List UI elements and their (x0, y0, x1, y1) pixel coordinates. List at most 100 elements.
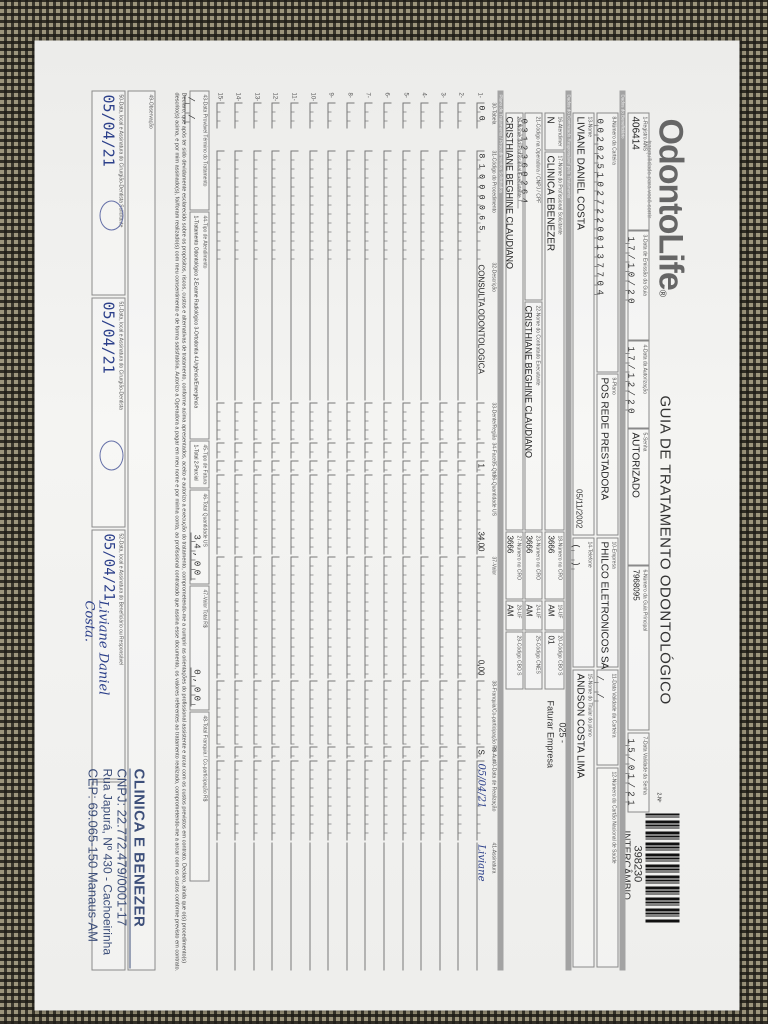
cell-assinatura (420, 842, 429, 971)
cell-us (253, 474, 262, 555)
stamp-cep: CEP: 69.065-150 Manaus-AM (85, 768, 101, 942)
cell-aut (420, 746, 429, 759)
cell-us (383, 474, 392, 555)
label: 18-Número no CRO (556, 535, 563, 580)
label: 50-Data, local e Assinatura do Cirurgião… (117, 94, 124, 228)
cell-valor (383, 556, 392, 679)
cell-tabela (364, 102, 373, 129)
cell-dente (364, 402, 373, 441)
field-uf-executante: 28-UF AM (505, 600, 524, 631)
cell-franquia (327, 680, 336, 745)
cell-aut (327, 746, 336, 759)
cell-aut (346, 746, 355, 759)
billing-code: 025 - (557, 722, 568, 744)
field-profissional-executante: 26-Nome do Profissional Executante CRISTH… (505, 112, 524, 531)
label: 13-Nome (586, 116, 593, 138)
cell-tabela (327, 102, 336, 129)
row-number: 3- (439, 92, 446, 98)
cell-data (402, 760, 411, 841)
cell-qtd (383, 460, 392, 473)
cell-face (234, 442, 243, 459)
cell-qtd (346, 460, 355, 473)
cell-aut (253, 746, 262, 759)
label: 14-Telefone (586, 541, 593, 568)
cell-tabela (309, 102, 318, 129)
label: 24-UF (534, 604, 541, 619)
label: 22-Nome do Contratado Executante (534, 305, 541, 386)
column-header: 30-Tabela (490, 102, 497, 125)
cell-dente (216, 402, 225, 441)
value: N (544, 116, 556, 124)
row-number: 4- (420, 92, 427, 98)
field-titular: 15-Nome do Titular do plano ANDSON COSTA … (572, 669, 595, 968)
cell-franquia (309, 680, 318, 745)
cell-us (271, 474, 280, 555)
cell-qtd (290, 460, 299, 473)
guide-number-label: 2-Nº (655, 792, 662, 803)
label: 5-Senha (641, 432, 648, 452)
cell-tabela (383, 102, 392, 129)
cell-data (309, 760, 318, 841)
label: 21-Código na Operadora / CNPJ / CPF (534, 116, 541, 204)
cell-qtd (271, 460, 280, 473)
column-header: 41-Assinatura (490, 842, 497, 874)
cell-franquia (346, 680, 355, 745)
row-number: 11- (290, 92, 297, 101)
cell-face (402, 442, 411, 459)
cell-dente (439, 402, 448, 441)
cell-descricao (290, 262, 299, 401)
cell-franquia (364, 680, 373, 745)
label: 15-Nome do Titular do plano (586, 673, 593, 737)
cell-assinatura (253, 842, 262, 971)
field-senha: 5-Senha AUTORIZADO (627, 428, 650, 566)
column-header: 33-Dente/Região (490, 402, 497, 441)
label: 8-Número da Carteira (610, 116, 617, 165)
label: 47-Valor Total R$ (201, 589, 208, 628)
cell-valor (327, 556, 336, 679)
table-row: 9- (326, 41, 342, 981)
cell-aut (439, 746, 448, 759)
label: 45-Tipo de Faturamento (201, 444, 208, 485)
field-atendimento-rn: 16-Atendimento a RN N (544, 112, 565, 151)
cell-franquia (420, 680, 429, 745)
value: AUTORIZADO (629, 432, 641, 498)
cell-tabela (216, 102, 225, 129)
row-number: 2- (457, 92, 464, 98)
label: 28-UF (515, 604, 522, 619)
cell-data (439, 760, 448, 841)
row-number: 7- (364, 92, 371, 98)
cell-dente (290, 402, 299, 441)
cell-face (346, 442, 355, 459)
signature-scribble (99, 200, 124, 231)
cell-data (457, 760, 466, 841)
cell-franquia (457, 680, 466, 745)
field-profissional-solicitante: 17-Nome do Profissional Solicitante CLINI… (544, 151, 565, 531)
cell-assinatura: Liviane (476, 842, 487, 971)
cell-data (420, 760, 429, 841)
field-total-franquia: 48-Total Franquia / Co-participação R$ (189, 711, 210, 882)
cell-descricao (457, 262, 466, 401)
value: ANDSON COSTA LIMA (574, 673, 586, 779)
cell-face (253, 442, 262, 459)
cell-valor (234, 556, 243, 679)
row-number: 5- (402, 92, 409, 98)
odontolife-logo: OdontoLife® (651, 118, 690, 297)
cell-tabela: 00 (476, 102, 486, 129)
date: 05/04/21 (99, 301, 118, 374)
cell-valor (402, 556, 411, 679)
cell-descricao (439, 262, 448, 401)
label: 3-Data de Emissão da Guia (641, 234, 648, 296)
cell-descricao (364, 262, 373, 401)
cell-franquia (271, 680, 280, 745)
cell-valor (309, 556, 318, 679)
cell-dente (476, 402, 485, 441)
date: 05/04/21 (100, 533, 117, 601)
row-number: 13- (253, 92, 260, 102)
cell-face (271, 442, 280, 459)
table-row: 10- (307, 41, 323, 981)
cell-aut (234, 746, 243, 759)
column-header: 40-Data de Realização (490, 760, 497, 812)
table-row: 5- (400, 41, 416, 981)
cell-dente (327, 402, 336, 441)
cell-codigo (457, 150, 466, 263)
